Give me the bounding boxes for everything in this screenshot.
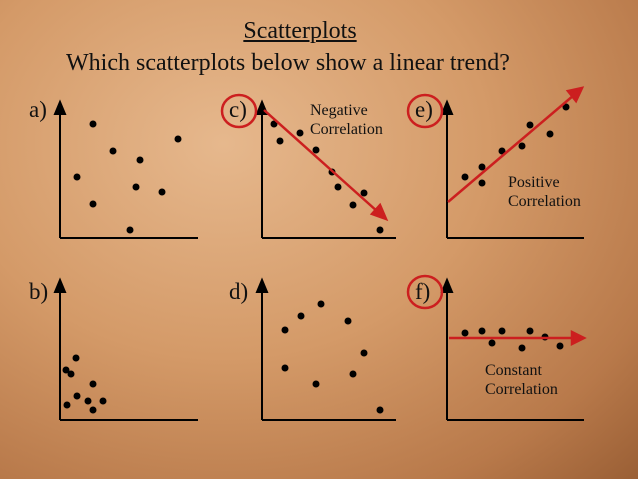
slide-question: Which scatterplots below show a linear t…: [66, 50, 510, 76]
data-point: [360, 349, 368, 357]
panel-label-b: b): [29, 279, 49, 304]
data-point: [546, 130, 554, 138]
data-point: [349, 201, 357, 209]
panel-label-d: d): [229, 279, 249, 304]
data-point: [478, 179, 486, 187]
data-point: [126, 226, 134, 234]
panel-d-axes: [255, 277, 396, 421]
data-point: [312, 146, 320, 154]
data-point: [488, 339, 496, 347]
data-point: [84, 397, 92, 405]
data-point: [136, 156, 144, 164]
answer-highlights: [220, 93, 444, 310]
data-point: [63, 401, 71, 409]
panel-label-a: a): [29, 97, 47, 122]
panel-f-trend-line: [449, 329, 587, 347]
data-point: [498, 327, 506, 335]
note-positive-correlation: Positive Correlation: [508, 174, 581, 210]
panel-e-points: [461, 103, 570, 187]
data-point: [270, 120, 278, 128]
data-point: [461, 329, 469, 337]
panel-a-points: [73, 120, 182, 234]
data-point: [132, 183, 140, 191]
data-point: [281, 364, 289, 372]
highlight-circle-e: [406, 93, 444, 129]
panel-f-axes: [440, 277, 584, 421]
data-point: [72, 354, 80, 362]
panel-b-points: [62, 354, 107, 414]
data-point: [478, 163, 486, 171]
data-point: [62, 366, 70, 374]
data-point: [99, 397, 107, 405]
note-constant-correlation: Constant Correlation: [485, 362, 558, 398]
data-point: [526, 327, 534, 335]
data-point: [89, 120, 97, 128]
data-point: [349, 370, 357, 378]
highlight-circle-c: [220, 93, 258, 129]
panel-d-points: [281, 300, 384, 414]
data-point: [317, 300, 325, 308]
data-point: [461, 173, 469, 181]
data-point: [73, 173, 81, 181]
panel-label-c: c): [229, 97, 247, 122]
data-point: [276, 137, 284, 145]
data-point: [312, 380, 320, 388]
panel-e-axes: [440, 99, 584, 239]
data-point: [296, 129, 304, 137]
data-point: [498, 147, 506, 155]
panel-f-points: [461, 327, 564, 352]
note-negative-correlation: Negative Correlation: [310, 102, 383, 138]
panel-label-e: e): [415, 97, 433, 122]
data-point: [334, 183, 342, 191]
data-point: [73, 392, 81, 400]
panel-label-f: f): [415, 279, 431, 304]
data-point: [89, 200, 97, 208]
data-point: [174, 135, 182, 143]
data-point: [360, 189, 368, 197]
data-point: [109, 147, 117, 155]
data-point: [478, 327, 486, 335]
data-point: [158, 188, 166, 196]
data-point: [518, 344, 526, 352]
data-point: [281, 326, 289, 334]
slide-title: Scatterplots: [243, 18, 357, 44]
data-point: [526, 121, 534, 129]
data-point: [376, 226, 384, 234]
data-point: [297, 312, 305, 320]
panel-a-axes: [53, 99, 198, 239]
data-point: [562, 103, 570, 111]
panel-c-trend-line: [263, 109, 389, 222]
data-point: [89, 406, 97, 414]
panel-b-axes: [53, 277, 198, 421]
panel-e-trend-line: [447, 86, 585, 203]
data-point: [89, 380, 97, 388]
highlight-circle-f: [406, 274, 444, 310]
data-point: [376, 406, 384, 414]
data-point: [67, 370, 75, 378]
data-point: [344, 317, 352, 325]
data-point: [518, 142, 526, 150]
data-point: [556, 342, 564, 350]
